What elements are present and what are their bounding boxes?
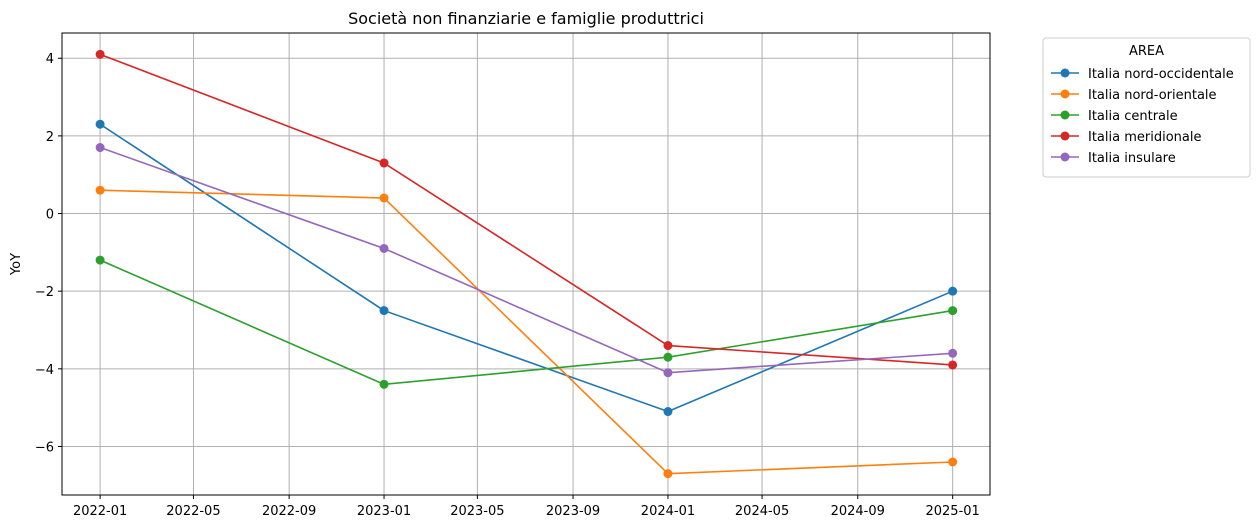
legend-item: Italia centrale [1051,109,1178,124]
series [95,143,958,378]
series-line [99,259,953,386]
chart-title: Società non finanziarie e famiglie produ… [348,9,704,28]
x-tick-label: 2023-01 [357,504,411,519]
series-line [100,189,953,475]
data-point [95,185,105,195]
legend-title: AREA [1129,44,1164,59]
data-point [948,457,958,467]
x-tick-label: 2025-01 [925,504,979,519]
data-point [379,193,389,203]
series-group [95,49,958,479]
y-axis-label: YoY [9,253,24,276]
legend: AREA Italia nord-occidentale Italia nord-… [1042,37,1251,178]
data-point [95,49,105,59]
data-point [379,158,389,168]
legend-item: Italia nord-orientale [1051,88,1217,103]
legend-swatch-marker [1060,152,1070,162]
legend-label: Italia nord-orientale [1088,88,1217,103]
data-point [663,469,673,479]
x-tick-label: 2022-01 [73,504,127,519]
data-point [948,286,958,296]
data-point [95,119,105,129]
legend-label: Italia nord-occidentale [1088,67,1234,82]
y-tick-label: −6 [35,440,54,455]
data-point [663,341,673,351]
x-tick-label: 2024-09 [831,504,885,519]
x-tick-label: 2024-05 [735,504,789,519]
legend-swatch-marker [1060,68,1070,78]
x-tick-label: 2022-09 [262,504,316,519]
y-tick-label: 2 [46,130,54,145]
series [95,185,958,479]
data-point [948,306,958,316]
legend-swatch-marker [1060,110,1070,120]
x-tick-label: 2022-05 [166,504,220,519]
legend-box [1042,37,1251,178]
data-point [948,360,958,370]
x-tick-label: 2023-05 [450,504,504,519]
x-tick-label: 2023-09 [546,504,600,519]
y-tick-label: 0 [46,208,54,223]
series-line [99,53,953,366]
legend-item: Italia meridionale [1051,130,1201,145]
y-axis: 4 2 0 −2 −4 −6 [35,52,62,455]
grid [62,33,990,495]
legend-label: Italia centrale [1088,109,1178,124]
y-tick-label: −2 [35,285,54,300]
data-point [379,306,389,316]
plot-frame [61,32,991,496]
data-point [663,352,673,362]
y-tick-label: −4 [35,363,54,378]
legend-swatch-marker [1060,131,1070,141]
data-point [379,379,389,389]
series [95,255,958,389]
series [95,49,958,370]
series-line [99,123,953,413]
y-tick-label: 4 [46,52,54,67]
legend-swatch-marker [1060,89,1070,99]
data-point [379,243,389,253]
data-point [663,368,673,378]
series [95,119,958,417]
x-tick-label: 2024-01 [641,504,695,519]
legend-label: Italia insulare [1088,151,1176,166]
series-line [99,146,953,374]
data-point [663,407,673,417]
x-axis: 2022-01 2022-05 2022-09 2023-01 2023-05 2023-… [73,495,980,519]
data-point [95,143,105,153]
legend-label: Italia meridionale [1088,130,1201,145]
data-point [948,348,958,358]
legend-item: Italia insulare [1051,151,1176,166]
data-point [95,255,105,265]
legend-item: Italia nord-occidentale [1051,67,1234,82]
